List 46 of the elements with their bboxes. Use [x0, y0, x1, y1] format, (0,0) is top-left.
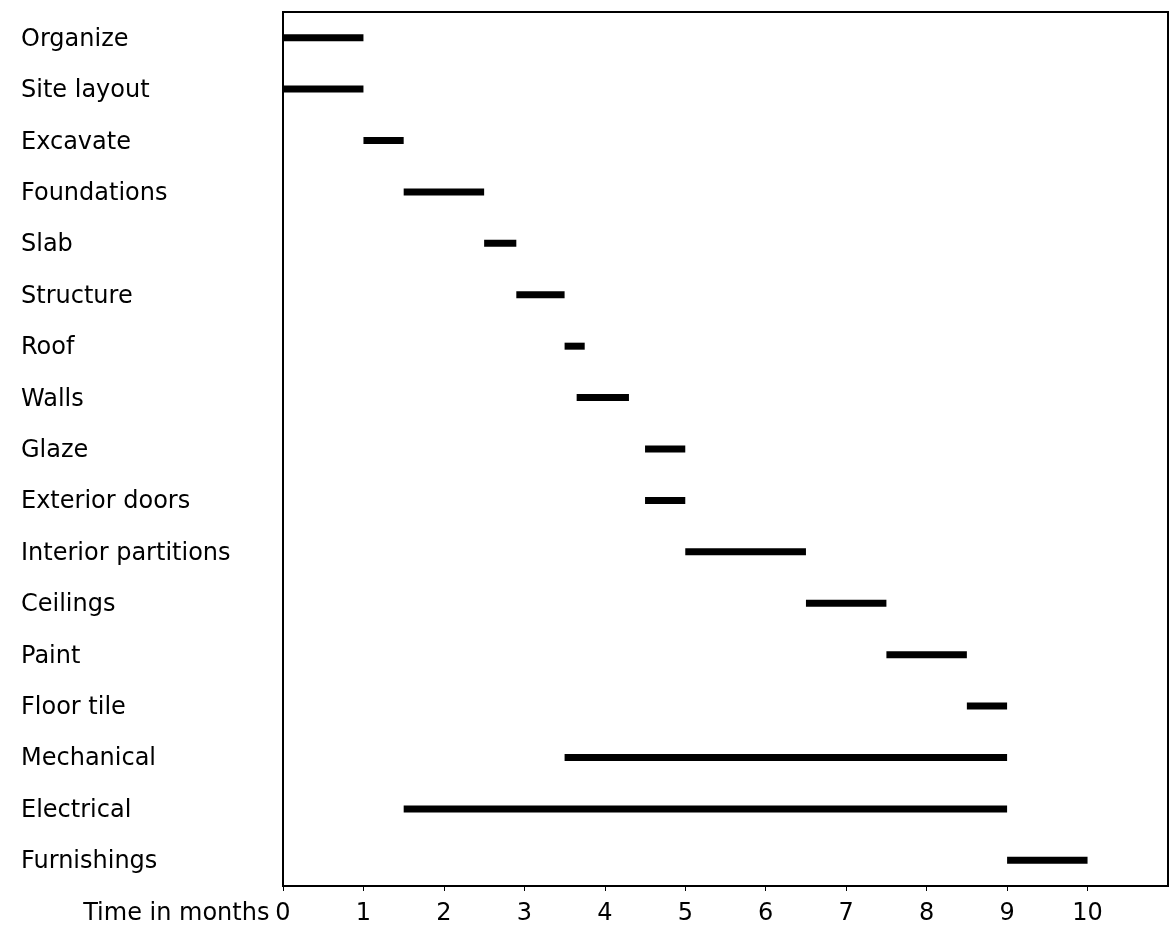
y-tick-label: Interior partitions	[21, 537, 231, 566]
bar	[576, 394, 629, 402]
y-tick-label: Organize	[21, 23, 129, 52]
bar	[403, 805, 1008, 813]
x-tick-label: 1	[355, 898, 372, 926]
x-tick-label: 3	[516, 898, 532, 926]
x-tick-label: 7	[838, 898, 854, 926]
x-tick-label: 8	[919, 898, 935, 926]
bar	[886, 651, 967, 659]
x-tick-label: 9	[999, 898, 1015, 926]
bar	[805, 599, 887, 607]
bar	[283, 34, 364, 42]
bar	[564, 753, 1008, 761]
y-tick-label: Site layout	[21, 75, 150, 104]
y-tick-label: Furnishings	[21, 846, 158, 875]
y-tick-label: Floor tile	[21, 692, 126, 721]
y-tick-label: Paint	[21, 640, 81, 669]
x-axis-title: Time in months	[82, 898, 270, 926]
y-tick-label: Electrical	[21, 794, 132, 823]
x-tick-label: 10	[1072, 898, 1103, 926]
bar	[516, 291, 565, 299]
y-tick-label: Walls	[21, 383, 84, 412]
y-tick-label: Excavate	[21, 126, 131, 155]
bar	[1007, 856, 1088, 864]
x-tick-label: 5	[677, 898, 693, 926]
x-tick-label: 2	[436, 898, 452, 926]
bar	[645, 496, 686, 504]
x-tick-label: 0	[275, 898, 291, 926]
bar	[966, 702, 1008, 710]
bar	[564, 342, 585, 350]
y-tick-label: Exterior doors	[21, 486, 191, 515]
x-tick-label: 6	[758, 898, 774, 926]
bar	[484, 239, 517, 247]
y-tick-label: Glaze	[21, 435, 89, 463]
y-tick-label: Slab	[21, 229, 73, 258]
y-tick-label: Roof	[21, 332, 75, 361]
y-tick-label: Foundations	[21, 177, 168, 206]
bar	[363, 137, 404, 145]
bar	[403, 188, 485, 196]
y-tick-label: Mechanical	[21, 743, 157, 772]
bar	[685, 548, 806, 556]
bar	[645, 445, 686, 453]
y-tick-label: Structure	[21, 280, 133, 309]
y-tick-label: Ceilings	[21, 589, 116, 618]
bar	[283, 85, 364, 93]
x-tick-label: 4	[597, 898, 613, 926]
